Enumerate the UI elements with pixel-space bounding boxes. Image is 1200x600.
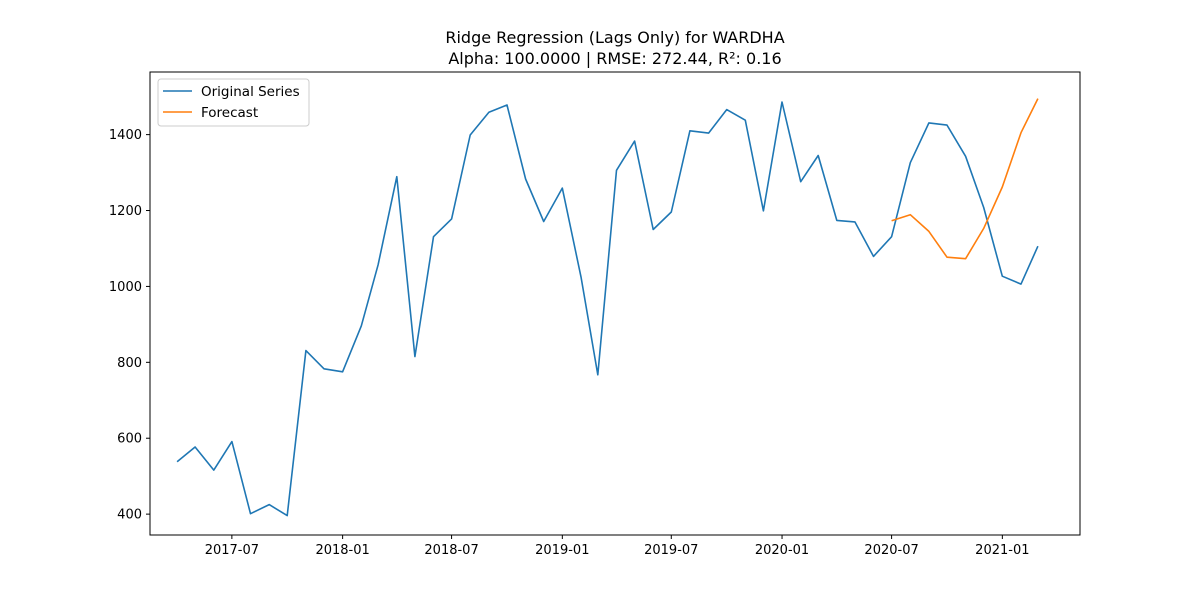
plot-area: 400 600 800 1000 1200 1400 2017-07 2018-01 2018-… [109,71,1081,558]
x-tick-label: 2019-01 [535,543,589,558]
legend-label-forecast: Forecast [201,105,258,121]
y-tick-label: 1400 [109,128,142,143]
x-tick-label: 2019-07 [644,543,698,558]
legend-label-original-series: Original Series [201,84,300,100]
y-tick-label: 1200 [109,204,142,219]
x-tick-label: 2018-01 [315,543,369,558]
y-tick-label: 800 [117,356,142,371]
original-series-line [176,101,1039,517]
x-tick-label: 2020-01 [755,543,809,558]
y-tick-label: 1000 [109,280,142,295]
forecast-line [891,98,1039,260]
x-tick-label: 2020-07 [864,543,918,558]
x-tick-label: 2018-07 [424,543,478,558]
legend-box [157,78,310,127]
chart-title: Ridge Regression (Lags Only) for WARDHA [445,28,784,47]
y-tick-label: 600 [117,432,142,447]
x-tick-label: 2017-07 [205,543,259,558]
y-tick-label: 400 [117,508,142,523]
chart-subtitle: Alpha: 100.0000 | RMSE: 272.44, R²: 0.16 [448,49,781,68]
x-tick-label: 2021-01 [975,543,1029,558]
plot-frame [149,71,1081,536]
